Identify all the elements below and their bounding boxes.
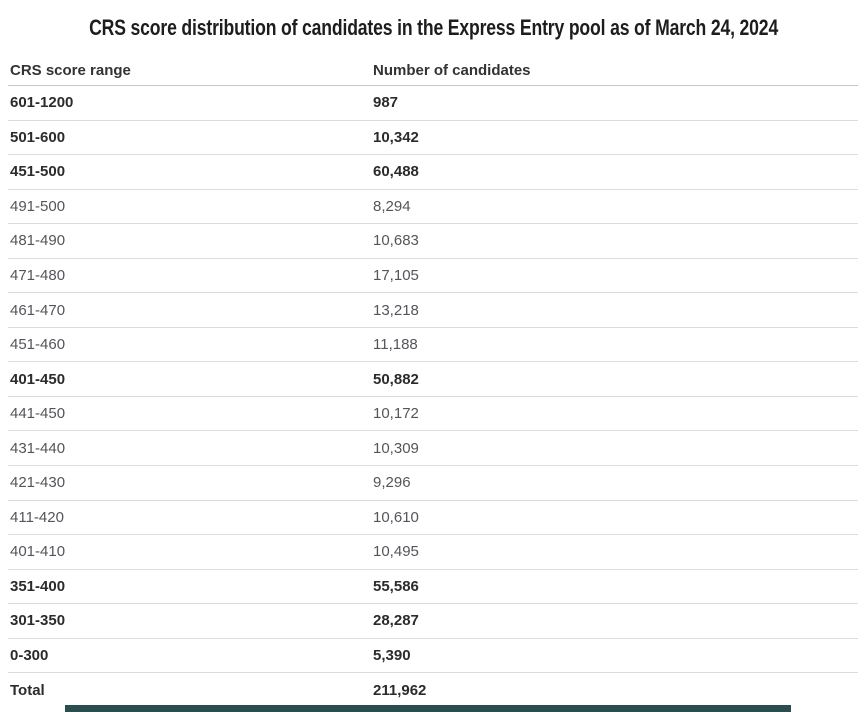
candidates-cell: 11,188 — [373, 336, 418, 354]
candidates-cell: 10,495 — [373, 543, 419, 561]
column-header-candidates: Number of candidates — [373, 61, 531, 79]
crs-score-table: CRS score range Number of candidates 601… — [8, 55, 858, 708]
candidates-cell: 10,309 — [373, 439, 419, 457]
score-range-cell: 421-430 — [10, 474, 66, 492]
table-row: 401-450 50,882 — [8, 362, 858, 397]
score-range-cell: Total — [10, 682, 45, 700]
candidates-cell: 55,586 — [373, 577, 419, 595]
candidates-cell: 10,172 — [373, 405, 419, 423]
table-row: 481-490 10,683 — [8, 224, 858, 259]
score-range-cell: 451-460 — [10, 336, 66, 354]
score-range-cell: 401-450 — [10, 370, 66, 388]
score-range-cell: 471-480 — [10, 267, 66, 284]
table-row: 411-420 10,610 — [8, 501, 858, 536]
candidates-cell: 5,390 — [373, 647, 411, 665]
score-range-cell: 501-600 — [10, 128, 66, 146]
candidates-cell: 13,218 — [373, 301, 419, 319]
score-range-cell: 351-400 — [10, 577, 66, 595]
candidates-cell: 17,105 — [373, 267, 419, 284]
candidates-cell: 28,287 — [373, 612, 419, 630]
table-row: 441-450 10,172 — [8, 397, 858, 432]
candidates-cell: 8,294 — [373, 197, 411, 215]
table-row: 451-460 11,188 — [8, 328, 858, 363]
candidates-cell: 9,296 — [373, 474, 411, 492]
table-row: 471-480 17,105 — [8, 259, 858, 294]
table-row: 431-440 10,309 — [8, 431, 858, 467]
candidates-cell: 211,962 — [373, 682, 427, 700]
score-range-cell: 411-420 — [10, 508, 64, 526]
table-row: 491-500 8,294 — [8, 190, 858, 225]
score-range-cell: 601-1200 — [10, 94, 74, 112]
candidates-cell: 10,610 — [373, 508, 419, 526]
score-range-cell: 481-490 — [10, 232, 66, 250]
candidates-cell: 10,342 — [373, 128, 419, 146]
table-row: 451-500 60,488 — [8, 155, 858, 190]
table-row: 0-300 5,390 — [8, 639, 858, 674]
table-row: 461-470 13,218 — [8, 293, 858, 328]
column-header-score-range: CRS score range — [10, 61, 131, 79]
table-row: 401-410 10,495 — [8, 535, 858, 570]
title-container: CRS score distribution of candidates in … — [0, 0, 867, 41]
table-row: 351-400 55,586 — [8, 570, 858, 605]
score-range-cell: 301-350 — [10, 612, 66, 630]
bottom-partial-bar — [65, 705, 791, 712]
candidates-cell: 50,882 — [373, 370, 419, 388]
table-row: Total 211,962 — [8, 673, 858, 708]
page-title: CRS score distribution of candidates in … — [89, 15, 778, 40]
table-row: 501-600 10,342 — [8, 121, 858, 156]
score-range-cell: 441-450 — [10, 405, 66, 423]
table-body: 601-1200 987 501-600 10,342 451-500 60,4… — [8, 86, 858, 708]
table-row: 601-1200 987 — [8, 86, 858, 121]
candidates-cell: 987 — [373, 94, 399, 112]
score-range-cell: 461-470 — [10, 301, 66, 319]
candidates-cell: 60,488 — [373, 163, 419, 181]
score-range-cell: 0-300 — [10, 647, 49, 665]
table-header-row: CRS score range Number of candidates — [8, 55, 858, 86]
table-row: 301-350 28,287 — [8, 604, 858, 639]
score-range-cell: 451-500 — [10, 163, 66, 181]
score-range-cell: 491-500 — [10, 197, 66, 215]
score-range-cell: 401-410 — [10, 543, 66, 561]
score-range-cell: 431-440 — [10, 439, 66, 457]
candidates-cell: 10,683 — [373, 232, 419, 250]
table-row: 421-430 9,296 — [8, 466, 858, 501]
